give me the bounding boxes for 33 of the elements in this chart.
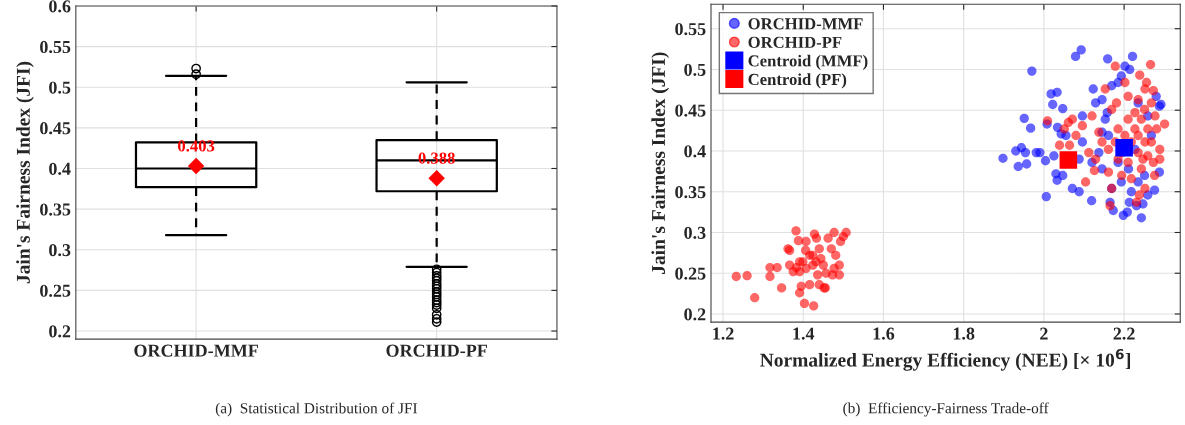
y-tick-label: 0.3: [49, 244, 71, 257]
y-tick-label: 0.5: [684, 63, 706, 76]
legend-label: Centroid (MMF): [748, 54, 868, 70]
y-tick-label: 0.35: [675, 185, 706, 199]
y-tick-label: 0.35: [40, 203, 71, 216]
data-label: 0.403: [178, 140, 215, 152]
x-tick-label: 1.2: [713, 327, 734, 340]
y-axis-title: Jain's Fairness Index (JFI): [16, 61, 34, 284]
y-tick-label: 0.3: [684, 226, 706, 240]
legend-label: ORCHID-PF: [748, 36, 842, 48]
y-tick-label: 0.2: [684, 308, 706, 321]
x-tick-label: 1.8: [953, 327, 975, 340]
text: (a) Statistical Distribution of JFI: [215, 402, 418, 417]
y-tick-label: 0.6: [49, 0, 71, 13]
legend-label: Centroid (PF): [748, 73, 847, 89]
x-tick-label: 2: [1040, 327, 1048, 340]
y-tick-label: 0.55: [675, 22, 706, 36]
x-tick-label: 1.6: [873, 327, 895, 340]
y-tick-label: 0.4: [49, 162, 71, 176]
y-tick-label: 0.4: [684, 145, 706, 158]
y-tick-label: 0.25: [675, 267, 706, 280]
y-tick-label: 0.25: [40, 284, 71, 297]
y-tick-label: 0.5: [49, 81, 71, 94]
legend-label: ORCHID-MMF: [748, 18, 863, 30]
x-tick-label: 1.4: [793, 327, 815, 340]
y-tick-label: 0.55: [40, 40, 71, 54]
x-tick-label: 2.2: [1113, 327, 1135, 340]
y-tick-label: 0.45: [675, 104, 706, 117]
y-tick-label: 0.2: [49, 325, 71, 338]
y-axis-title: Jain's Fairness Index (JFI): [651, 52, 669, 274]
y-tick-label: 0.45: [40, 122, 71, 135]
text: (b) Efficiency-Fairness Trade-off: [843, 402, 1049, 417]
x-axis-title: Normalized Energy Efficiency (NEE) [× 10$^{6}$]: [760, 348, 1131, 371]
